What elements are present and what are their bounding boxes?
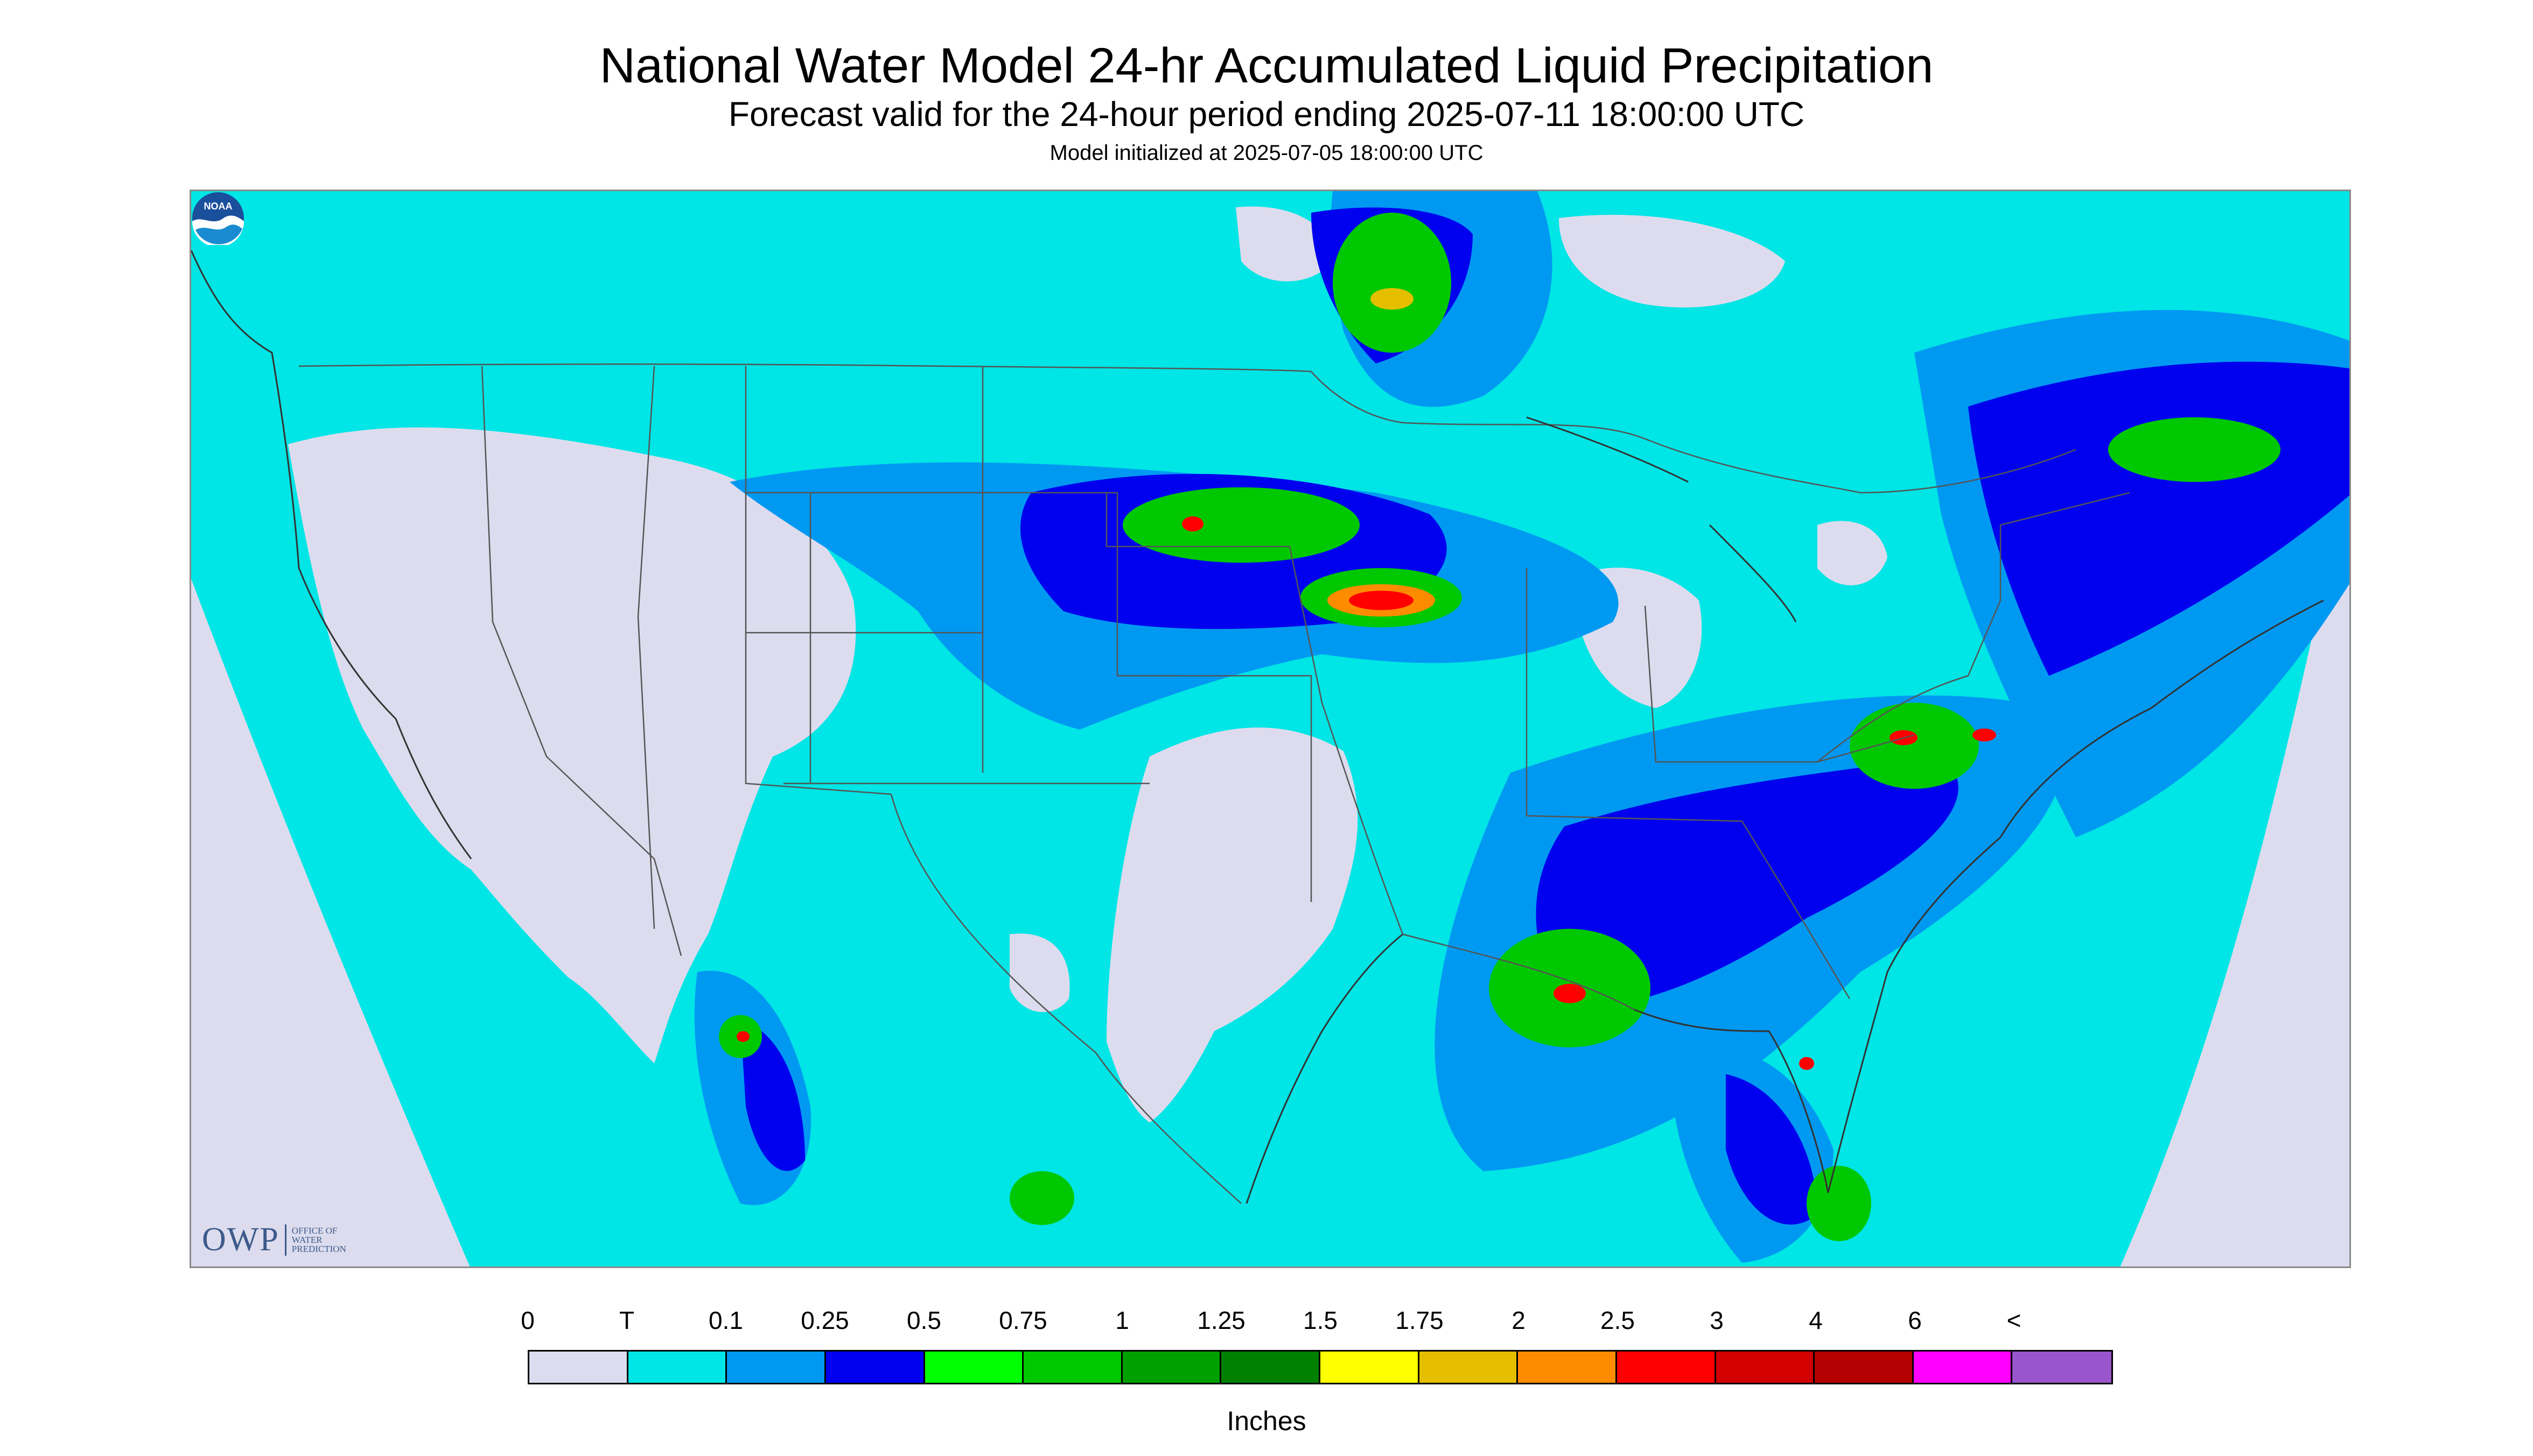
precipitation-map: OWP OFFICE OF WATER PREDICTION NOAA — [190, 190, 2351, 1268]
owp-logo: OWP OFFICE OF WATER PREDICTION — [202, 1221, 346, 1259]
legend-swatch — [727, 1352, 826, 1383]
owp-logo-divider — [284, 1224, 286, 1256]
legend-label: 6 — [1908, 1306, 1922, 1334]
legend-swatch — [1419, 1352, 1519, 1383]
legend-label: 1.5 — [1303, 1306, 1338, 1334]
political-boundaries — [298, 363, 2130, 1204]
legend-label: T — [619, 1306, 635, 1334]
legend-swatch — [1913, 1352, 2013, 1383]
legend-label: 1.25 — [1197, 1306, 1245, 1334]
legend-label: 4 — [1809, 1306, 1823, 1334]
legend-swatch — [1518, 1352, 1617, 1383]
peak-precip-cells — [737, 288, 1996, 1070]
map-canvas — [191, 191, 2349, 1266]
map-subtitle: Forecast valid for the 24-hour period en… — [728, 95, 1805, 134]
legend-swatch — [1221, 1352, 1320, 1383]
legend-swatch — [628, 1352, 727, 1383]
legend-swatch — [1122, 1352, 1222, 1383]
legend-label: 0.5 — [907, 1306, 941, 1334]
owp-logo-mark: OWP — [202, 1221, 279, 1258]
legend-swatch — [925, 1352, 1024, 1383]
legend-swatch — [529, 1352, 628, 1383]
legend-label: 1 — [1115, 1306, 1129, 1334]
legend-labels: 0 T 0.1 0.25 0.5 0.75 1 1.25 1.5 1.75 2 2.5 3 4 6 < — [521, 1306, 2021, 1338]
legend-label: 0.75 — [999, 1306, 1047, 1334]
legend-label: 0 — [521, 1306, 535, 1334]
owp-logo-text: OFFICE OF WATER PREDICTION — [291, 1226, 346, 1254]
legend-swatch — [1024, 1352, 1123, 1383]
dry-areas — [288, 206, 1887, 1168]
legend-swatch — [1815, 1352, 1914, 1383]
legend-swatch — [825, 1352, 925, 1383]
legend-swatch — [1716, 1352, 1815, 1383]
map-title: National Water Model 24-hr Accumulated L… — [599, 38, 1934, 93]
legend-swatch — [1617, 1352, 1716, 1383]
model-init-time: Model initialized at 2025-07-05 18:00:00… — [1049, 141, 1484, 165]
legend-label: < — [2006, 1306, 2021, 1334]
legend-swatch — [2012, 1352, 2111, 1383]
legend-label: 1.75 — [1395, 1306, 1444, 1334]
noaa-logo-text: NOAA — [204, 201, 233, 212]
legend-label: 0.25 — [801, 1306, 849, 1334]
legend-label: 2 — [1512, 1306, 1526, 1334]
precip-color-scale — [528, 1350, 2113, 1384]
legend-label: 2.5 — [1600, 1306, 1635, 1334]
coastlines — [191, 250, 2324, 1204]
legend-units: Inches — [1227, 1406, 1306, 1436]
noaa-logo: NOAA — [192, 192, 244, 245]
legend-swatch — [1320, 1352, 1419, 1383]
legend-label: 0.1 — [709, 1306, 743, 1334]
legend-label: 3 — [1710, 1306, 1724, 1334]
